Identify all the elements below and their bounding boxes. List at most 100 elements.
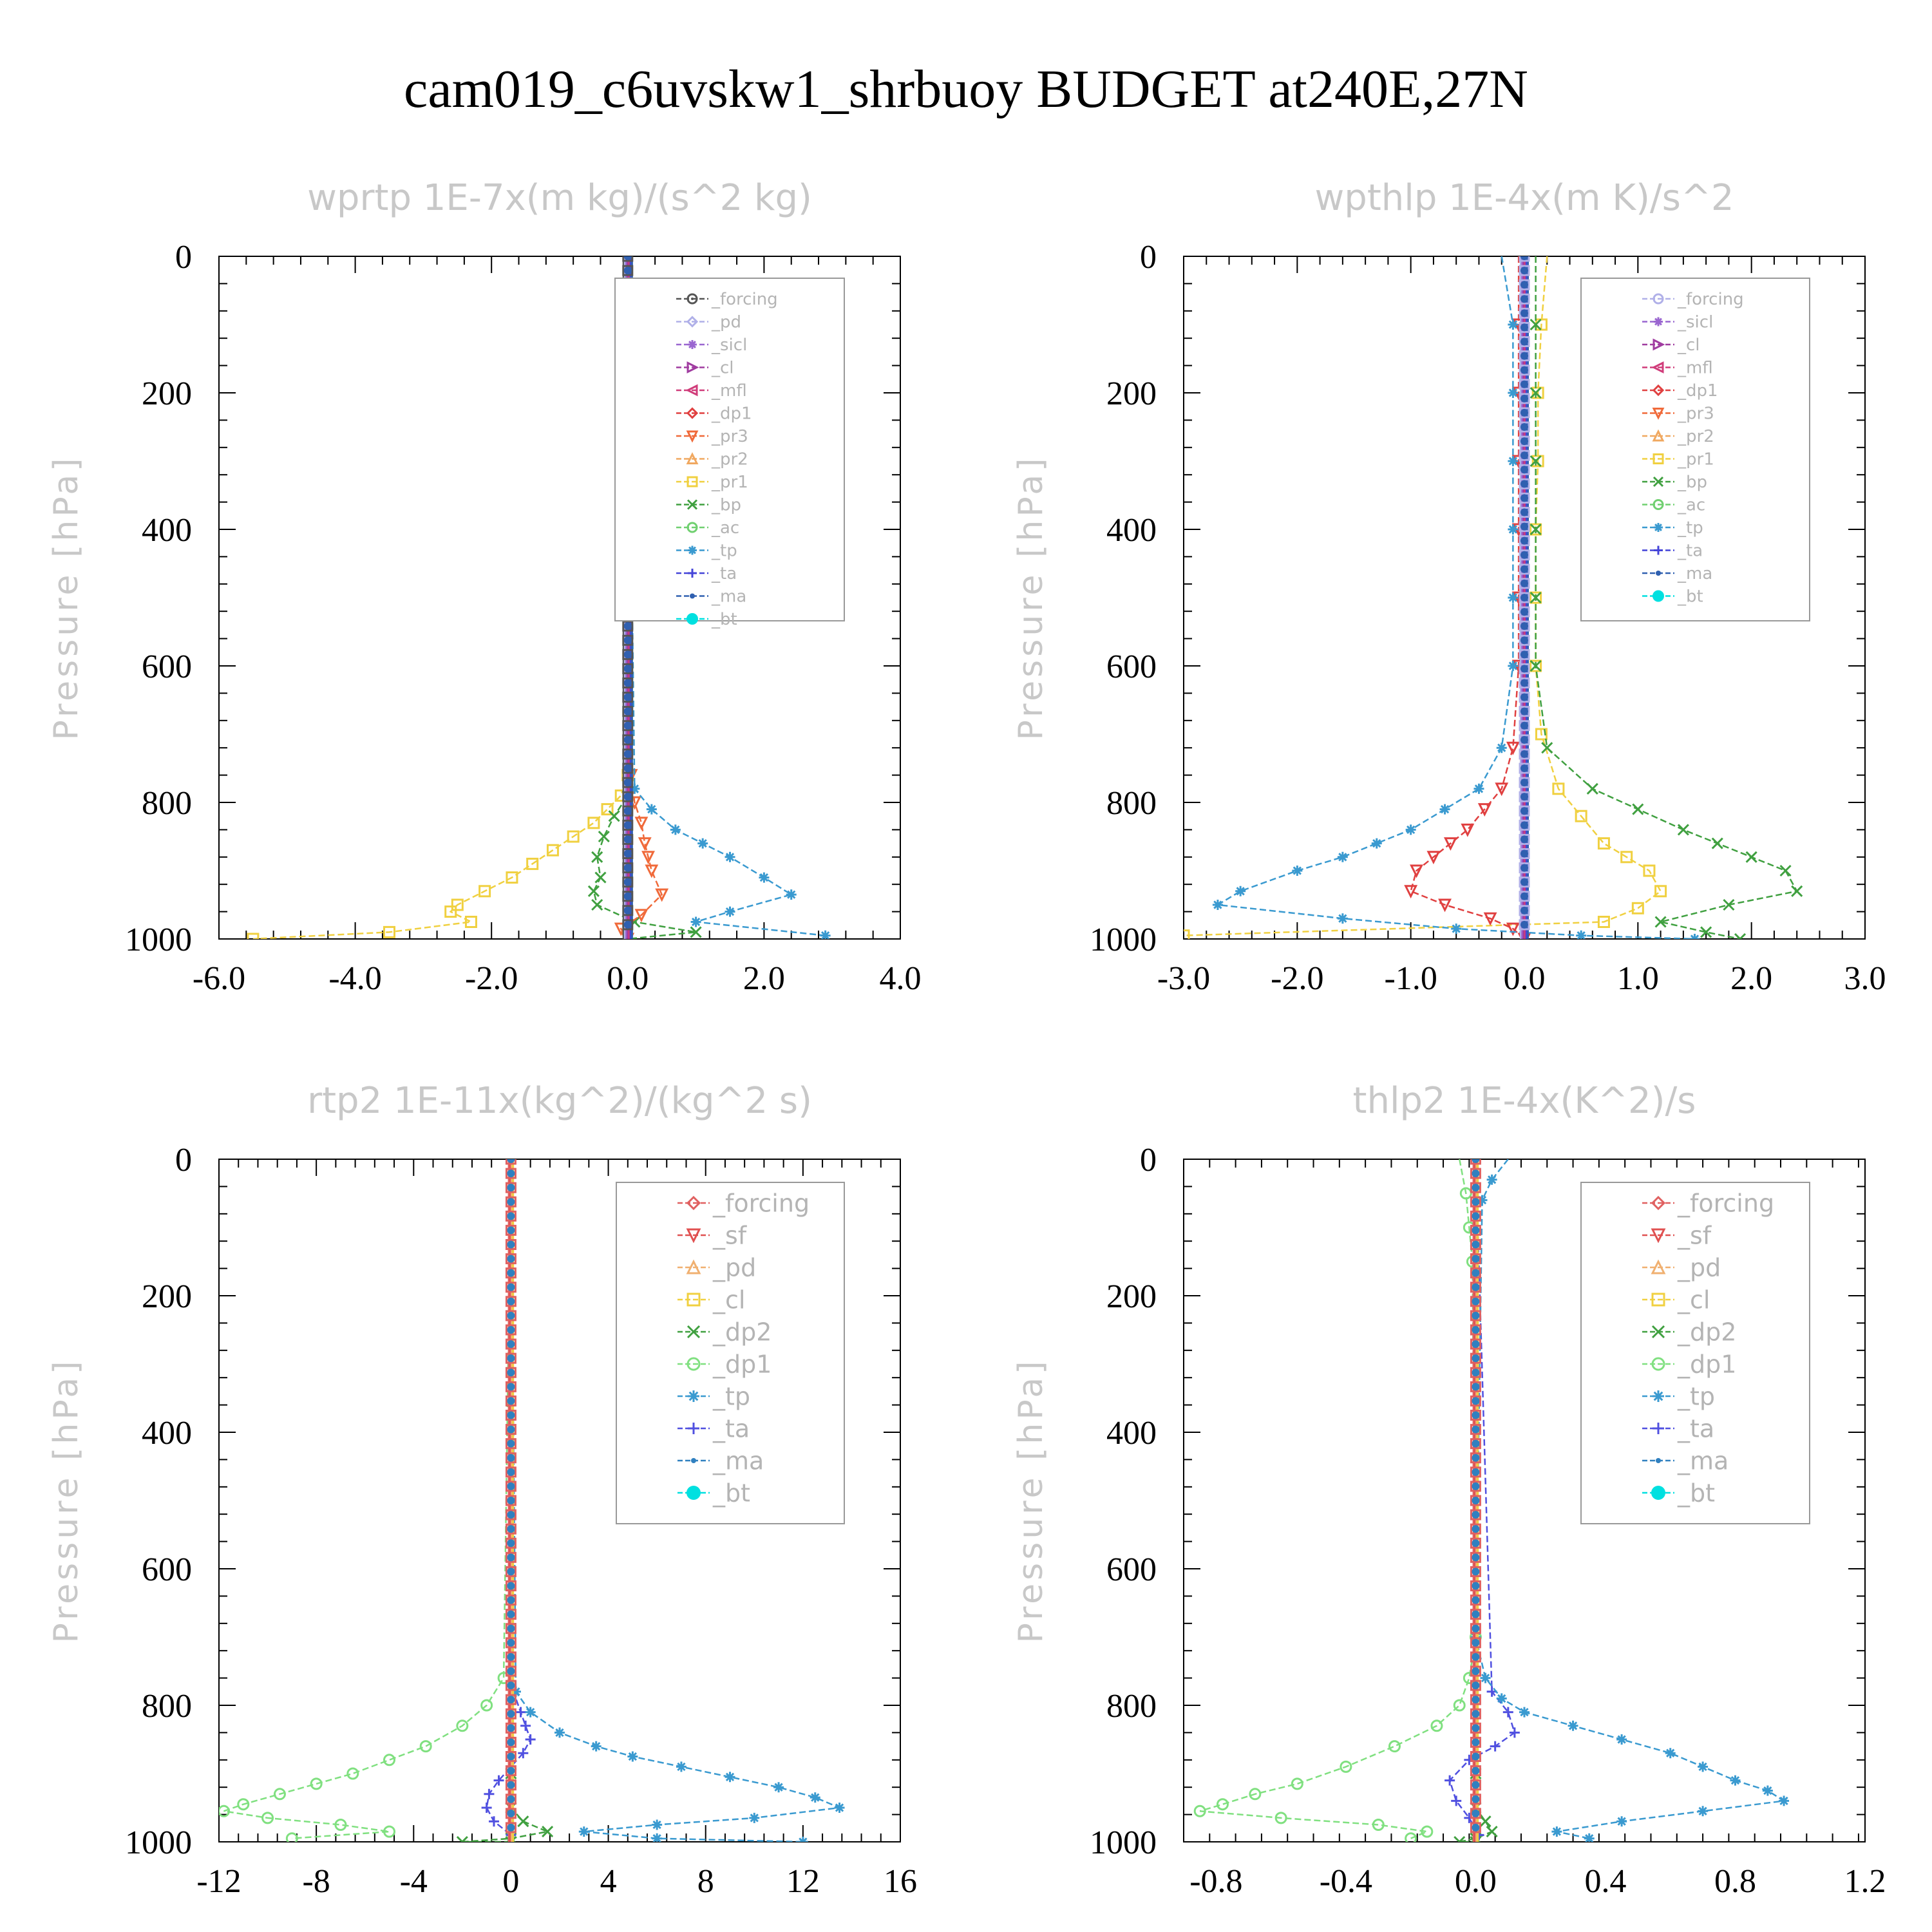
zero-term-marker <box>505 1159 516 1165</box>
zero-bt-marker <box>507 1781 515 1789</box>
series-point <box>1631 902 1644 914</box>
series-point <box>506 871 518 884</box>
series-point <box>724 1772 735 1783</box>
zero-term-marker <box>1470 1609 1481 1620</box>
legend-label: _ta <box>711 564 737 583</box>
zero-bt-marker <box>507 1624 515 1633</box>
zero-term-marker <box>1519 919 1530 931</box>
series-point <box>464 916 477 928</box>
zero-bt-marker <box>1520 408 1528 417</box>
panel-title: wpthlp 1E-4x(m K)/s^2 <box>1314 177 1734 219</box>
zero-bt-marker <box>507 1738 515 1747</box>
series-point <box>1404 885 1418 899</box>
series-point <box>1184 929 1190 939</box>
series-point <box>608 810 620 822</box>
zero-bt-marker <box>1472 1184 1480 1192</box>
zero-bt-marker <box>1520 622 1528 630</box>
zero-term-marker <box>505 1680 516 1691</box>
zero-term-marker <box>1519 578 1530 589</box>
zero-term-marker <box>1519 379 1530 390</box>
series-point <box>690 926 702 938</box>
zero-bt-marker <box>1472 1795 1480 1803</box>
series-line <box>1215 256 1695 939</box>
zero-bt-marker <box>623 920 632 929</box>
series-point <box>1459 1187 1472 1200</box>
zero-term-marker <box>1519 862 1530 874</box>
legend-label: _ta <box>1677 1414 1714 1443</box>
zero-bt-marker <box>1472 1724 1480 1732</box>
zero-term-marker <box>505 1495 516 1506</box>
zero-term-marker <box>505 1452 516 1464</box>
series-point <box>1502 1707 1513 1718</box>
zero-bt-marker <box>623 835 632 844</box>
zero-term-marker <box>1519 677 1530 688</box>
series-point <box>1584 1833 1595 1842</box>
series-point <box>1508 524 1519 535</box>
legend-entry: _pd <box>677 1253 756 1282</box>
y-tick-label: 0 <box>175 239 192 276</box>
legend-marker <box>691 1458 696 1463</box>
zero-term-marker <box>1519 734 1530 746</box>
zero-term-marker <box>505 1367 516 1378</box>
zero-bt-marker <box>1520 878 1528 886</box>
legend-label: _ac <box>1677 496 1705 515</box>
legend-label: _forcing <box>711 290 778 309</box>
legend-entry: _tp <box>1642 518 1703 538</box>
series-point <box>759 872 770 883</box>
y-tick-label: 400 <box>1106 1415 1157 1452</box>
zero-term-marker <box>622 748 634 760</box>
zero-bt-marker <box>623 807 632 815</box>
zero-term-marker <box>1519 891 1530 902</box>
legend-label: _mfl <box>1677 359 1713 378</box>
zero-bt-marker <box>507 1497 515 1504</box>
legend-entry: _dp1 <box>676 404 752 424</box>
series-point <box>646 804 657 815</box>
zero-bt-marker <box>623 735 632 744</box>
series-point <box>1443 837 1457 851</box>
zero-bt-marker <box>1472 1596 1480 1604</box>
zero-term-marker <box>505 1566 516 1577</box>
legend-marker <box>1651 1228 1666 1244</box>
zero-term-marker <box>1470 1566 1481 1577</box>
zero-term-marker <box>505 1537 516 1549</box>
legend-label: _bt <box>1677 1479 1715 1507</box>
legend-entry: _pd <box>1642 1253 1721 1282</box>
zero-bt-marker <box>507 1240 515 1249</box>
zero-bt-marker <box>507 1411 515 1419</box>
legend-entry: _forcing <box>1642 290 1744 309</box>
legend-label: _dp1 <box>1677 381 1718 401</box>
zero-bt-marker <box>1472 1553 1480 1562</box>
legend-label: _ta <box>712 1414 750 1443</box>
series-point <box>1490 1741 1501 1752</box>
zero-term-marker <box>505 1267 516 1279</box>
series-point <box>1477 1195 1488 1206</box>
zero-term-marker <box>1470 1438 1481 1450</box>
legend-label: _cl <box>711 359 734 378</box>
series-point <box>515 1707 526 1718</box>
zero-bt-marker <box>1520 779 1528 787</box>
zero-term-marker <box>1470 1509 1481 1520</box>
zero-bt-marker <box>507 1539 515 1548</box>
series-point <box>1439 804 1450 815</box>
legend-entry: _pr3 <box>1642 404 1714 424</box>
zero-bt-marker <box>1472 1809 1480 1817</box>
zero-bt-marker <box>1472 1397 1480 1405</box>
series-point <box>1486 1826 1498 1838</box>
zero-term-marker <box>1470 1239 1481 1250</box>
plot-area <box>1193 1159 1790 1842</box>
y-tick-label: 1000 <box>125 922 192 958</box>
series-point <box>1632 803 1644 815</box>
zero-term-marker <box>505 1651 516 1663</box>
series-point <box>1479 1815 1492 1828</box>
zero-bt-marker <box>507 1425 515 1434</box>
series-point <box>655 888 669 902</box>
series-point <box>1723 898 1735 911</box>
series-line <box>620 256 663 939</box>
series-point <box>1616 1734 1627 1745</box>
y-axis-label: Pressure [hPa] <box>1012 455 1050 741</box>
zero-bt-marker <box>1520 707 1528 715</box>
legend-marker <box>1656 1458 1661 1463</box>
series-point <box>1461 823 1475 837</box>
legend-marker <box>687 522 698 533</box>
zero-bt-marker <box>507 1667 515 1675</box>
